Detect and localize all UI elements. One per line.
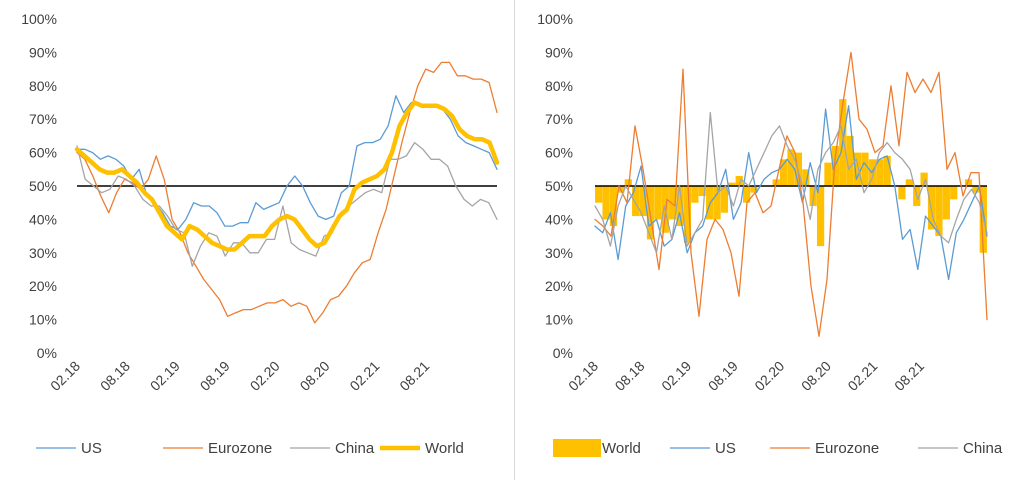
x-tick-label: 08.19 (705, 358, 741, 394)
line-world (74, 100, 500, 252)
bar-world (602, 186, 610, 220)
x-tick-label: 02.20 (751, 358, 787, 394)
bar-world (802, 169, 810, 186)
bar-world (720, 186, 729, 213)
bar-world (742, 186, 751, 203)
bar-world (698, 186, 706, 197)
legend-label-china: China (963, 440, 1003, 457)
y-tick-label: 10% (29, 312, 57, 328)
legend-label-us: US (715, 440, 736, 457)
y-tick-label: 90% (29, 44, 57, 60)
bar-world (883, 155, 891, 186)
legend-label-world: World (602, 440, 641, 457)
bar-world (676, 186, 684, 227)
bar-world (846, 135, 854, 186)
legend-label-eurozone: Eurozone (815, 440, 879, 457)
bar-world (683, 186, 692, 243)
bar-world (654, 186, 662, 220)
x-tick-label: 08.21 (891, 358, 927, 394)
x-tick-label: 02.18 (565, 358, 601, 394)
y-tick-label: 20% (545, 278, 573, 294)
chart-left: 0% 10% 20% 30% 40% 50% 60% 70% 80% 90% 100% 02.18 08… (21, 11, 500, 457)
bar-world (964, 179, 973, 186)
y-tick-label: 50% (29, 178, 57, 194)
y-tick-label: 30% (545, 245, 573, 261)
legend-label-china: China (335, 440, 375, 457)
y-tick-label: 30% (29, 245, 57, 261)
y-tick-label: 60% (545, 145, 573, 161)
bar-world (950, 186, 958, 200)
bar-world (669, 186, 677, 220)
chart-right: 0% 10% 20% 30% 40% 50% 60% 70% 80% 90% 100% 02.18 08… (537, 11, 1003, 457)
bar-world (794, 152, 803, 186)
y-tick-label: 0% (37, 345, 57, 361)
line-us (76, 95, 498, 231)
bar-world (787, 149, 795, 186)
y-tick-label: 0% (553, 345, 573, 361)
x-tick-label: 08.20 (798, 358, 834, 394)
bar-world (735, 175, 743, 186)
bar-world (898, 186, 906, 200)
bar-world (905, 179, 913, 186)
bar-world (779, 159, 788, 186)
bar-world (632, 186, 640, 217)
bar-world (728, 182, 736, 186)
bar-world (824, 162, 832, 186)
bar-world (861, 152, 869, 186)
x-tick-label: 08.18 (612, 358, 648, 394)
y-tick-label: 70% (545, 111, 573, 127)
x-tick-label: 02.21 (346, 358, 382, 394)
panel-divider (514, 0, 515, 480)
y-tick-label: 20% (29, 278, 57, 294)
y-tick-label: 100% (537, 11, 573, 27)
bar-world (639, 186, 647, 217)
y-tick-label: 90% (545, 44, 573, 60)
bar-world (713, 186, 721, 220)
y-tick-label: 50% (545, 178, 573, 194)
x-tick-label: 08.21 (396, 358, 432, 394)
bar-world (816, 186, 825, 247)
x-tick-label: 02.18 (47, 358, 83, 394)
y-tick-label: 80% (545, 78, 573, 94)
y-tick-label: 70% (29, 111, 57, 127)
line-eurozone (594, 51, 988, 337)
bar-world (876, 159, 884, 186)
x-tick-label: 08.20 (297, 358, 333, 394)
legend-label-us: US (81, 440, 102, 457)
bar-world (935, 186, 943, 237)
x-tick-label: 02.19 (658, 358, 694, 394)
legend-label-world: World (425, 440, 464, 457)
y-tick-label: 10% (545, 312, 573, 328)
bar-world (595, 186, 603, 203)
x-tick-label: 02.21 (844, 358, 880, 394)
x-tick-label: 02.19 (147, 358, 183, 394)
y-tick-label: 100% (21, 11, 57, 27)
bar-world (691, 186, 699, 203)
bar-world (624, 179, 632, 186)
x-tick-label: 02.20 (247, 358, 283, 394)
y-tick-label: 40% (29, 211, 57, 227)
x-tick-label: 08.18 (97, 358, 133, 394)
legend-label-eurozone: Eurozone (208, 440, 272, 457)
y-tick-label: 60% (29, 145, 57, 161)
line-china (594, 111, 988, 254)
y-tick-label: 80% (29, 78, 57, 94)
bar-world (853, 152, 862, 186)
x-tick-label: 08.19 (197, 358, 233, 394)
bar-world (609, 186, 618, 227)
line-china (76, 141, 498, 267)
bar-world (972, 186, 980, 193)
y-tick-label: 40% (545, 211, 573, 227)
line-eurozone (76, 61, 498, 324)
bar-world (920, 172, 928, 186)
bar-world (942, 186, 950, 220)
legend-swatch-world (553, 439, 601, 457)
bar-world (750, 186, 758, 193)
